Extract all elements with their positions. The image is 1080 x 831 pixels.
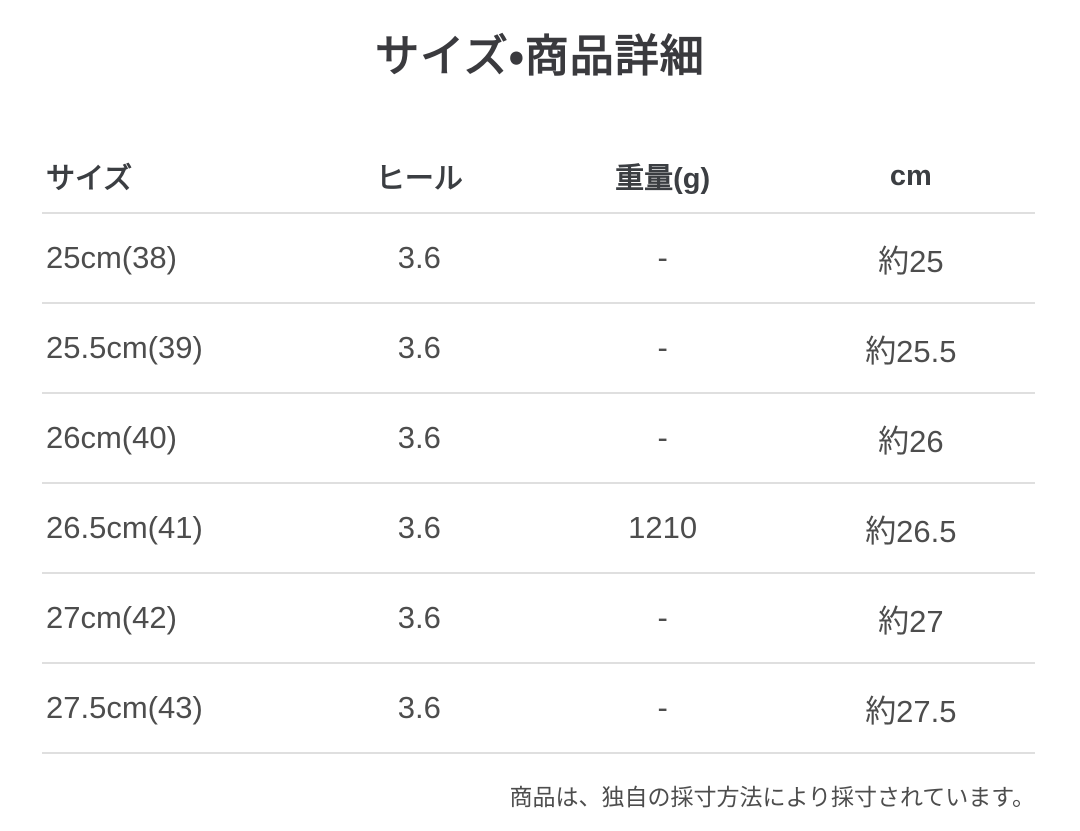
table-cell: 26.5cm(41) <box>46 510 203 545</box>
table-row: 27.5cm(43) 3.6 - 約27.5 <box>42 664 1035 754</box>
size-table: サイズ ヒール 重量(g) cm 25cm(38) 3.6 - 約25 25.5cm(39) 3… <box>42 140 1035 754</box>
table-cell: - <box>657 330 668 365</box>
table-cell: 約25 <box>878 243 944 279</box>
table-row: 25cm(38) 3.6 - 約25 <box>42 214 1035 304</box>
measurement-footnote: 商品は、独自の採寸方法により採寸されています。 <box>509 784 1035 810</box>
table-cell: 約27 <box>878 603 944 639</box>
table-body: 25cm(38) 3.6 - 約25 25.5cm(39) 3.6 - 約25.5 26cm(4… <box>42 214 1035 754</box>
table-cell: 25cm(38) <box>46 240 177 275</box>
table-header-row: サイズ ヒール 重量(g) cm <box>42 140 1035 214</box>
table-cell: 27.5cm(43) <box>46 690 203 725</box>
page-title: サイズ・商品詳細 <box>375 32 705 81</box>
table-cell: 27cm(42) <box>46 600 177 635</box>
table-cell: - <box>657 420 668 455</box>
header-cell: 重量(g) <box>615 163 711 195</box>
table-cell: 3.6 <box>397 330 441 365</box>
table-row: 27cm(42) 3.6 - 約27 <box>42 574 1035 664</box>
table-cell: 約27.5 <box>865 693 957 729</box>
table-cell: 3.6 <box>397 690 441 725</box>
table-cell: 26cm(40) <box>46 420 177 455</box>
table-cell: 約26.5 <box>865 513 957 549</box>
table-cell: 3.6 <box>397 240 441 275</box>
table-cell: 1210 <box>628 510 698 545</box>
table-cell: 3.6 <box>397 510 441 545</box>
table-cell: 約25.5 <box>865 333 957 369</box>
header-cell: cm <box>889 159 932 192</box>
table-cell: 3.6 <box>397 420 441 455</box>
header-cell: サイズ <box>46 163 133 195</box>
table-cell: 3.6 <box>397 600 441 635</box>
table-cell: 25.5cm(39) <box>46 330 203 365</box>
table-cell: - <box>657 600 668 635</box>
table-row: 25.5cm(39) 3.6 - 約25.5 <box>42 304 1035 394</box>
table-cell: - <box>657 240 668 275</box>
table-cell: 約26 <box>878 423 944 459</box>
table-cell: - <box>657 690 668 725</box>
table-row: 26cm(40) 3.6 - 約26 <box>42 394 1035 484</box>
table-row: 26.5cm(41) 3.6 1210 約26.5 <box>42 484 1035 574</box>
header-cell: ヒール <box>375 163 463 195</box>
